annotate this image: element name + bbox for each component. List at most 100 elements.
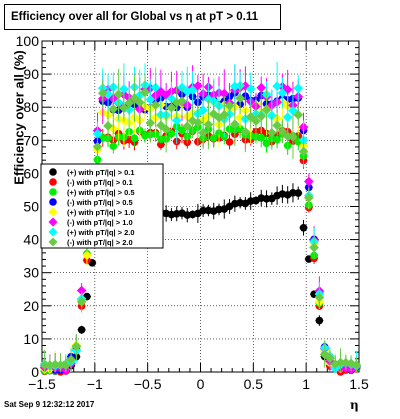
data-point	[298, 146, 309, 157]
legend-label: (-) with pT/|q| > 2.0	[67, 238, 133, 247]
data-point	[150, 100, 161, 110]
data-point	[145, 94, 156, 105]
data-point	[76, 285, 87, 296]
legend-label: (+) with pT/|q| > 0.5	[67, 188, 135, 197]
data-point	[245, 112, 256, 122]
data-point	[103, 121, 113, 131]
x-tick-label: −0.5	[134, 376, 162, 392]
data-point	[272, 120, 282, 131]
data-point	[82, 250, 92, 261]
data-point	[66, 354, 76, 365]
data-point	[240, 127, 251, 137]
data-point	[282, 131, 293, 141]
data-point	[124, 98, 134, 108]
data-point	[187, 85, 198, 95]
data-point	[299, 223, 308, 232]
data-point	[335, 357, 346, 368]
timestamp: Sat Sep 9 12:32:12 2017	[4, 400, 95, 409]
data-point	[314, 292, 325, 303]
data-point	[261, 105, 272, 115]
data-point	[198, 127, 208, 138]
data-point	[230, 81, 240, 92]
data-point	[257, 133, 266, 142]
data-point	[304, 176, 314, 187]
data-point	[145, 118, 156, 128]
data-point	[199, 206, 207, 215]
data-point	[171, 115, 182, 126]
data-point	[351, 360, 362, 370]
data-point	[60, 360, 71, 371]
data-point	[225, 138, 234, 146]
data-point	[193, 117, 203, 128]
data-point	[304, 192, 314, 203]
data-point	[256, 111, 267, 122]
data-point	[182, 121, 193, 131]
legend-box	[40, 163, 164, 249]
data-point	[230, 119, 240, 129]
data-point	[119, 103, 129, 113]
x-tick-label: −1	[87, 376, 103, 392]
data-point	[272, 81, 282, 91]
data-point	[108, 104, 119, 114]
y-tick-label: 90	[23, 66, 39, 82]
data-point	[167, 129, 176, 138]
data-point	[325, 353, 335, 364]
y-tick-label: 20	[23, 298, 39, 314]
data-point	[267, 110, 277, 121]
data-point	[92, 141, 103, 152]
data-point	[187, 115, 198, 126]
legend-label: (-) with pT/|q| > 1.0	[67, 218, 133, 227]
data-point	[161, 124, 171, 135]
legend-marker	[49, 188, 57, 196]
data-point	[71, 341, 82, 352]
legend-label: (-) with pT/|q| > 0.5	[67, 198, 133, 207]
data-point	[134, 97, 145, 108]
legend-label: (-) with pT/|q| > 0.1	[67, 178, 133, 187]
legend-marker	[48, 207, 58, 217]
legend-label: (+) with pT/|q| > 1.0	[67, 208, 135, 217]
legend-marker	[48, 237, 58, 247]
data-point	[256, 82, 267, 93]
data-point	[245, 84, 256, 94]
y-tick-label: 50	[23, 199, 39, 215]
y-axis-label: Efficiency over all (%)	[11, 50, 27, 185]
y-tick-label: 80	[23, 99, 39, 115]
data-point	[109, 142, 118, 150]
x-tick-label: 0	[197, 376, 205, 392]
data-point	[203, 94, 214, 104]
data-point	[119, 84, 129, 94]
data-point	[140, 87, 150, 98]
legend-marker	[49, 198, 57, 206]
data-point	[97, 88, 108, 99]
data-point	[309, 242, 319, 253]
x-tick-label: −1.5	[28, 376, 56, 392]
data-point	[113, 89, 124, 100]
data-point	[203, 119, 214, 130]
data-point	[219, 88, 230, 99]
y-tick-label: 100	[16, 33, 40, 49]
data-point	[166, 102, 177, 113]
x-axis-label: η	[350, 398, 359, 412]
y-tick-label: 60	[23, 165, 39, 181]
data-point	[198, 105, 208, 115]
data-point	[288, 132, 298, 142]
data-point	[209, 134, 218, 142]
legend-label: (+) with pT/|q| > 0.1	[67, 168, 135, 177]
data-point	[76, 296, 87, 307]
data-point	[340, 357, 351, 368]
data-point	[293, 83, 304, 93]
data-point	[77, 325, 86, 334]
data-point	[235, 93, 245, 104]
data-point	[293, 110, 304, 120]
legend-marker	[48, 217, 58, 227]
data-point	[45, 360, 55, 370]
y-tick-label: 40	[23, 232, 39, 248]
data-point	[129, 93, 140, 103]
x-tick-label: 1.5	[349, 376, 369, 392]
data-point	[178, 126, 186, 135]
y-tick-label: 0	[31, 364, 39, 380]
data-point	[267, 127, 277, 138]
y-tick-label: 30	[23, 265, 39, 281]
data-point	[262, 139, 271, 148]
